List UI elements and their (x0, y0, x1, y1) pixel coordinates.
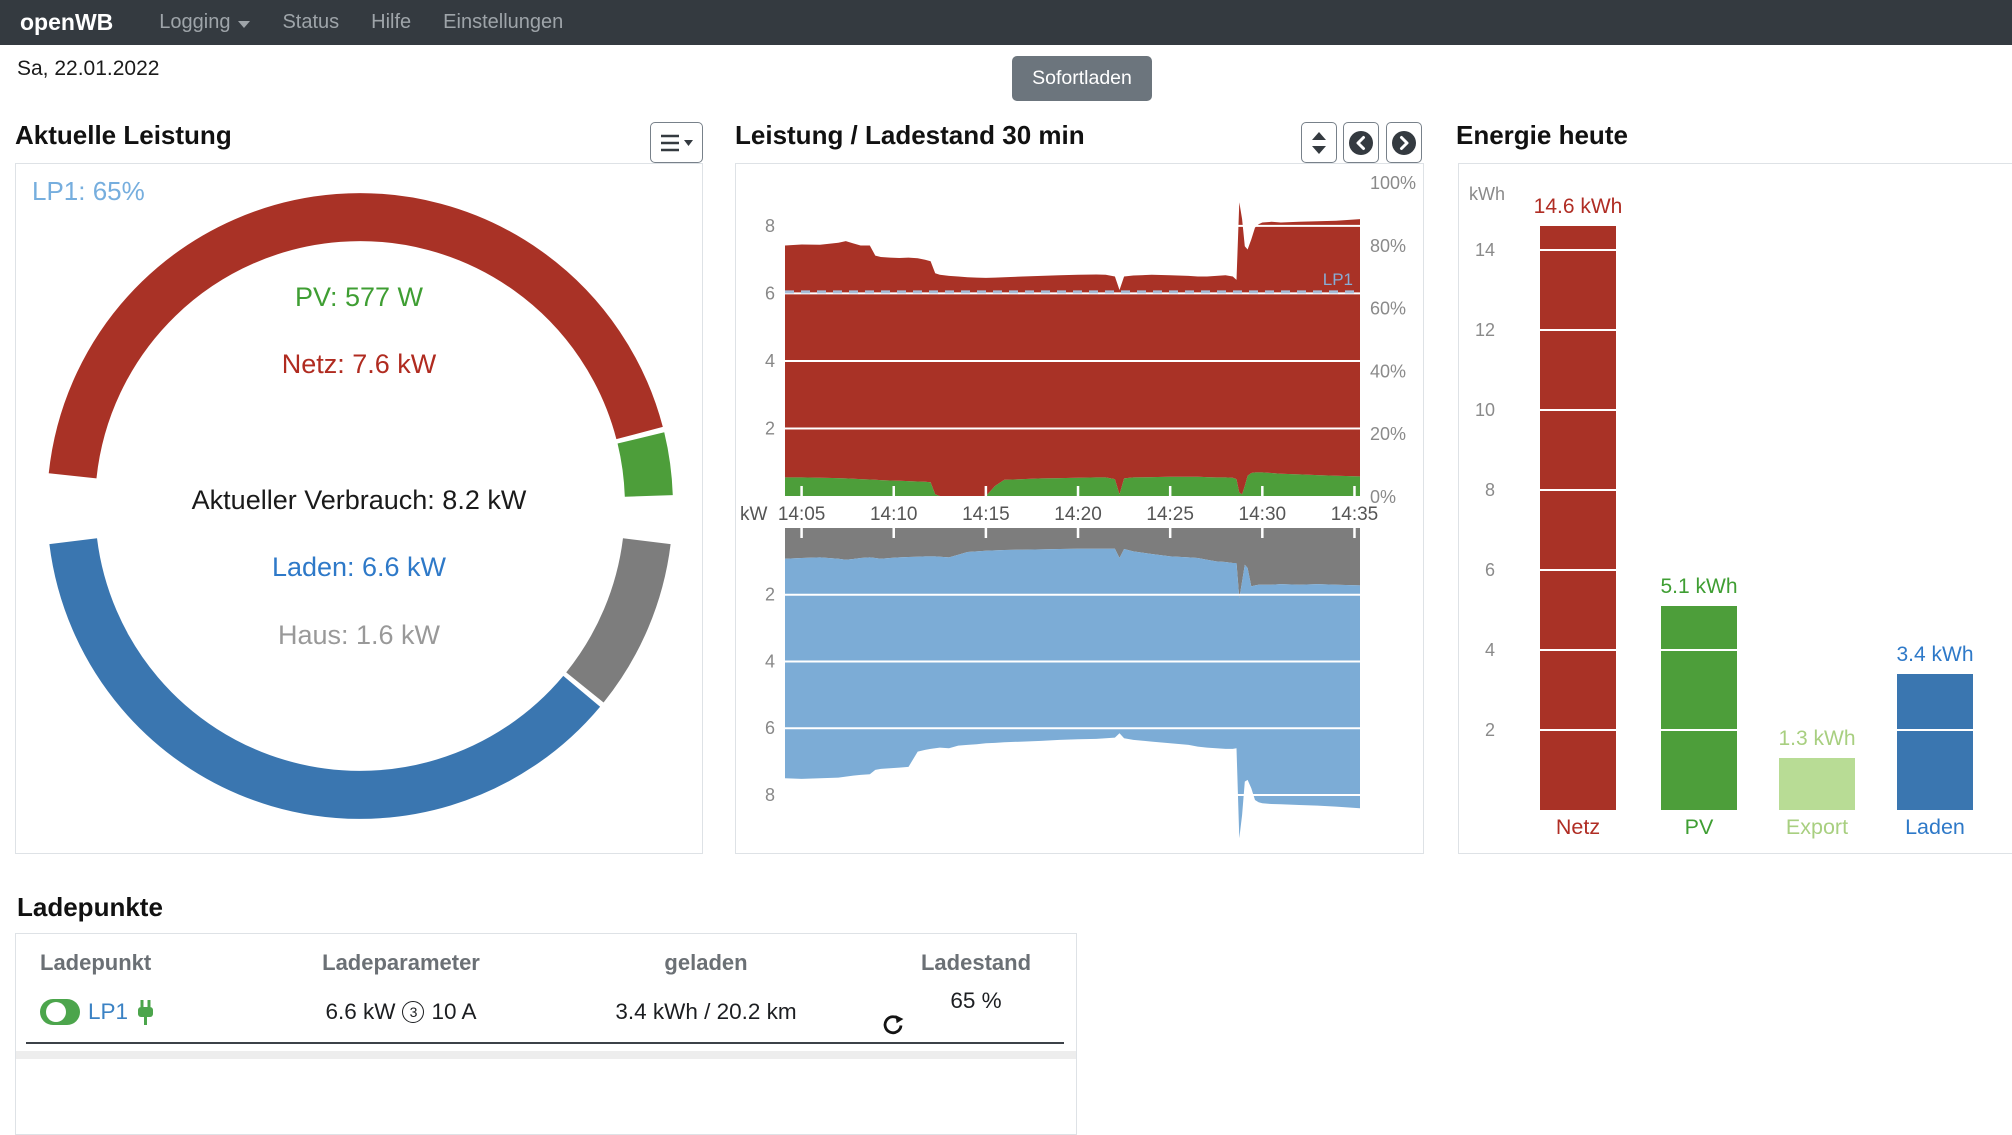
toggle-on-icon[interactable] (40, 999, 80, 1025)
donut-center-label: PV: 577 W (294, 282, 424, 312)
scroll-right-button[interactable] (1386, 122, 1422, 163)
soc-value: 65 % (950, 988, 1002, 1013)
svg-text:14:30: 14:30 (1239, 504, 1287, 525)
charge-current: 10 A (431, 999, 477, 1024)
navbar: openWB Logging Status Hilfe Einstellunge… (0, 0, 2012, 45)
panel-title-leistung-ladestand: Leistung / Ladestand 30 min (735, 120, 1085, 150)
svg-text:Netz: Netz (1556, 815, 1600, 839)
nav-item-logging[interactable]: Logging (143, 11, 266, 34)
panel-title-aktuelle-leistung: Aktuelle Leistung (15, 120, 232, 150)
svg-text:6: 6 (1485, 560, 1495, 580)
svg-text:20%: 20% (1370, 424, 1406, 444)
geladen-value: 3.4 kWh / 20.2 km (615, 999, 797, 1024)
svg-text:PV: PV (1685, 815, 1714, 839)
col-header-ladepunkt: Ladepunkt (40, 950, 152, 975)
svg-text:8: 8 (765, 216, 775, 236)
leistung-ladestand-card: LP1 8 6 4 2 2 4 6 8 100% 80% 60% 40% 20% 0% kW 14:05 14:1… (735, 163, 1424, 854)
svg-text:LP1: LP1 (1323, 270, 1353, 289)
charge-power: 6.6 kW (325, 999, 396, 1024)
nav-item-status-label: Status (282, 11, 340, 33)
hamburger-caret-icon (660, 134, 693, 151)
svg-text:14:15: 14:15 (962, 504, 1010, 525)
svg-text:14:10: 14:10 (870, 504, 918, 525)
svg-text:0%: 0% (1370, 487, 1396, 507)
ladepunkte-title: Ladepunkte (17, 892, 163, 922)
svg-text:14:25: 14:25 (1146, 504, 1194, 525)
donut-center-label: Haus: 1.6 kW (277, 620, 441, 650)
ladeparameter-value: 6.6 kW 3 10 A (266, 999, 536, 1025)
svg-text:60%: 60% (1370, 299, 1406, 319)
svg-text:14.6 kWh: 14.6 kWh (1534, 195, 1623, 218)
svg-text:1.3 kWh: 1.3 kWh (1778, 727, 1855, 750)
panel-title-energie-heute: Energie heute (1456, 120, 1628, 150)
plug-icon (138, 999, 154, 1025)
energy-bar-chart: kWh 2 4 6 8 10 12 14 14.6 kWh Netz 5.1 kWh PV 1.3 kW… (1459, 164, 2012, 853)
next-row-stripe (16, 1051, 1076, 1059)
nav-item-einstellungen[interactable]: Einstellungen (427, 11, 579, 34)
svg-text:14:35: 14:35 (1331, 504, 1379, 525)
col-header-geladen: geladen (664, 950, 748, 975)
svg-text:4: 4 (1485, 640, 1495, 660)
lp1-soc-badge: LP1: 65% (32, 176, 145, 206)
ladepunkt-name-link[interactable]: LP1 (88, 999, 129, 1024)
ladepunkte-card: Ladepunkt Ladeparameter geladen Ladestan… (15, 933, 1077, 1135)
svg-text:2: 2 (765, 585, 775, 605)
chart-menu-button[interactable] (650, 122, 703, 163)
resize-chart-button[interactable] (1301, 122, 1337, 163)
svg-text:6: 6 (765, 283, 775, 303)
chevron-left-circle-icon (1349, 130, 1373, 155)
svg-text:kW: kW (740, 504, 768, 525)
donut-center-label: Netz: 7.6 kW (281, 349, 437, 379)
nav-item-hilfe[interactable]: Hilfe (355, 11, 427, 34)
current-date: Sa, 22.01.2022 (17, 57, 160, 80)
ladestand-value: 65 % (876, 988, 1076, 1036)
svg-text:6: 6 (765, 718, 775, 738)
table-divider (26, 1042, 1064, 1044)
donut-center-label: Laden: 6.6 kW (271, 552, 447, 582)
svg-text:12: 12 (1475, 320, 1495, 340)
energie-heute-card: kWh 2 4 6 8 10 12 14 14.6 kWh Netz 5.1 kWh PV 1.3 kW… (1458, 163, 2012, 854)
nav-item-hilfe-label: Hilfe (371, 11, 412, 33)
brand-logo: openWB (20, 9, 114, 35)
refresh-soc-icon[interactable] (882, 1014, 904, 1036)
svg-text:40%: 40% (1370, 361, 1406, 381)
svg-text:Export: Export (1786, 815, 1848, 839)
power-donut-chart (16, 164, 702, 853)
nav-item-status[interactable]: Status (266, 11, 355, 34)
svg-text:Laden: Laden (1905, 815, 1965, 839)
power-soc-timeseries-chart: LP1 8 6 4 2 2 4 6 8 100% 80% 60% 40% 20% 0% kW 14:05 14:1… (736, 164, 1423, 853)
sofortladen-button[interactable]: Sofortladen (1012, 56, 1152, 101)
nav-item-logging-label: Logging (159, 11, 231, 33)
svg-text:8: 8 (1485, 480, 1495, 500)
col-header-ladeparameter: Ladeparameter (322, 950, 480, 975)
ladepunkt-row: LP1 6.6 kW 3 10 A 3.4 kWh / 20.2 km 65 % (16, 988, 1076, 1036)
svg-text:4: 4 (765, 651, 775, 671)
svg-text:2: 2 (1485, 720, 1495, 740)
svg-text:14: 14 (1475, 240, 1495, 260)
ladepunkte-header-row: Ladepunkt Ladeparameter geladen Ladestan… (16, 950, 1076, 976)
scroll-left-button[interactable] (1343, 122, 1379, 163)
svg-text:80%: 80% (1370, 236, 1406, 256)
aktuelle-leistung-card: LP1: 65% PV: 577 W Netz: 7.6 kW Aktueller … (15, 163, 703, 854)
donut-center-label: Aktueller Verbrauch: 8.2 kW (191, 485, 527, 515)
svg-text:5.1 kWh: 5.1 kWh (1660, 575, 1737, 598)
col-header-ladestand: Ladestand (920, 950, 1032, 975)
svg-text:4: 4 (765, 351, 775, 371)
svg-text:kWh: kWh (1469, 184, 1505, 204)
svg-text:3.4 kWh: 3.4 kWh (1896, 643, 1973, 666)
chevron-down-icon (238, 20, 251, 28)
svg-text:100%: 100% (1370, 173, 1416, 193)
svg-text:8: 8 (765, 785, 775, 805)
svg-text:14:05: 14:05 (778, 504, 826, 525)
svg-text:10: 10 (1475, 400, 1495, 420)
nav-item-einstellungen-label: Einstellungen (443, 11, 564, 33)
phases-circle-badge: 3 (402, 1001, 425, 1023)
arrow-up-down-icon (1312, 131, 1326, 154)
svg-text:14:20: 14:20 (1054, 504, 1102, 525)
chevron-right-circle-icon (1392, 130, 1416, 155)
svg-text:2: 2 (765, 418, 775, 438)
